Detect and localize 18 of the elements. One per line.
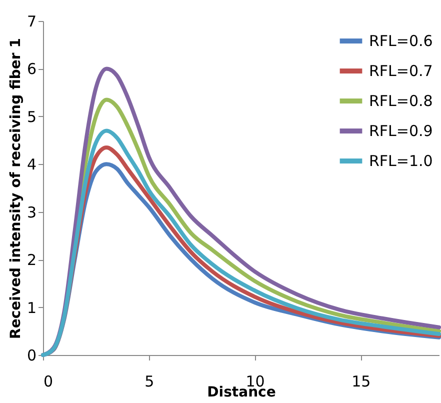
y-tick-label: 0 [26,346,36,364]
x-tick-label: 0 [44,372,54,390]
x-tick-label: 15 [352,372,371,390]
y-tick-label: 7 [26,12,36,30]
y-tick-label: 4 [26,156,36,174]
y-axis-title: Received intensity of receiving fiber 1 [8,38,24,339]
y-tick-label: 3 [26,203,36,222]
y-tick-label: 6 [26,60,36,78]
x-axis-title: Distance [207,384,276,400]
legend-label: RFL=1.0 [369,152,433,170]
x-tick-label: 5 [144,372,154,390]
y-tick-label: 1 [26,298,36,317]
legend-label: RFL=0.7 [369,62,433,80]
legend-label: RFL=0.9 [369,122,433,140]
y-tick-label: 5 [26,108,36,126]
legend-label: RFL=0.6 [369,32,433,50]
y-tick-label: 2 [26,251,36,270]
legend-label: RFL=0.8 [369,92,433,110]
